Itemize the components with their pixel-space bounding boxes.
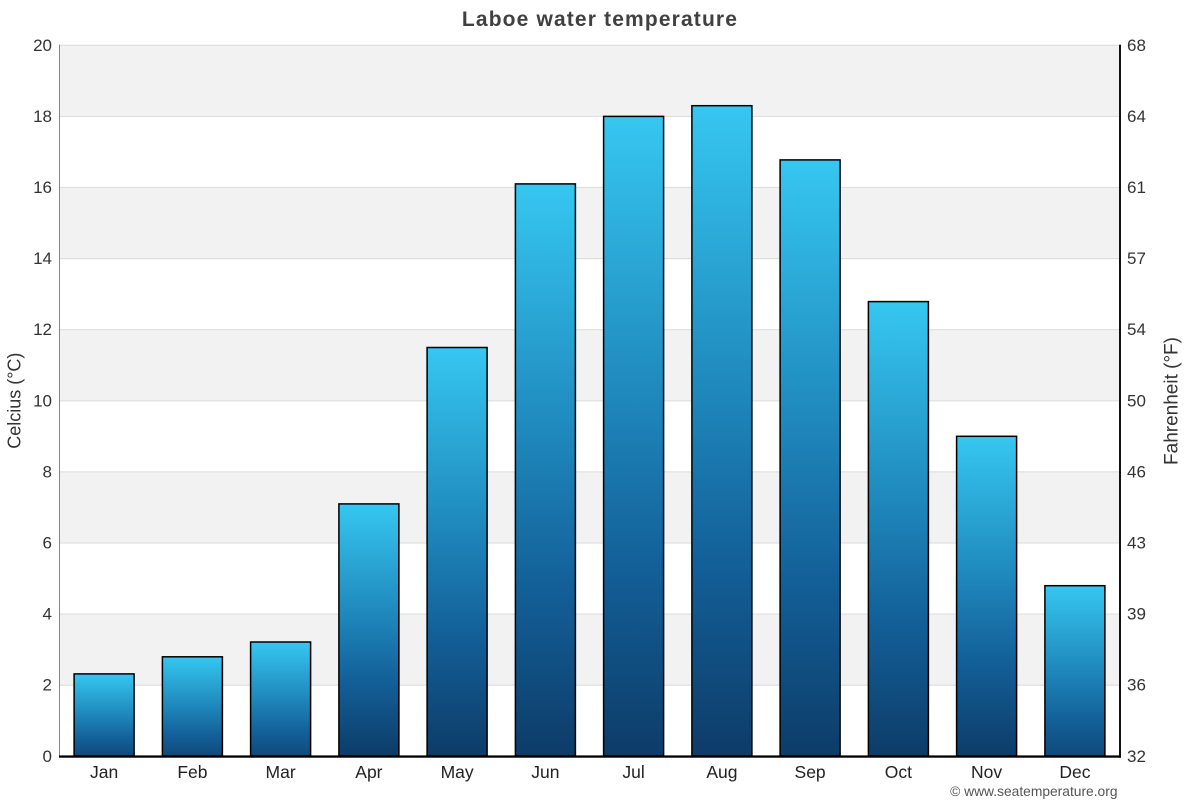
svg-text:Celcius (°C): Celcius (°C) xyxy=(5,353,25,449)
svg-text:Jan: Jan xyxy=(90,762,118,782)
svg-text:Oct: Oct xyxy=(885,762,912,782)
svg-text:8: 8 xyxy=(43,462,52,481)
svg-text:Aug: Aug xyxy=(706,762,737,782)
svg-text:Laboe water temperature: Laboe water temperature xyxy=(462,8,738,31)
svg-text:4: 4 xyxy=(43,605,52,624)
svg-text:Mar: Mar xyxy=(266,762,296,782)
svg-text:20: 20 xyxy=(33,36,52,55)
svg-text:Fahrenheit (°F): Fahrenheit (°F) xyxy=(1162,337,1183,465)
svg-text:54: 54 xyxy=(1127,320,1146,339)
svg-text:12: 12 xyxy=(33,320,52,339)
svg-text:14: 14 xyxy=(33,249,52,268)
svg-text:Jun: Jun xyxy=(531,762,559,782)
svg-text:61: 61 xyxy=(1127,178,1146,197)
svg-text:57: 57 xyxy=(1127,249,1146,268)
svg-text:Sep: Sep xyxy=(795,762,826,782)
svg-text:68: 68 xyxy=(1127,36,1146,55)
svg-text:Jul: Jul xyxy=(622,762,644,782)
svg-text:Dec: Dec xyxy=(1059,762,1090,782)
svg-text:43: 43 xyxy=(1127,534,1146,553)
svg-text:Nov: Nov xyxy=(971,762,1002,782)
svg-text:36: 36 xyxy=(1127,676,1146,695)
svg-text:32: 32 xyxy=(1127,747,1146,766)
svg-text:46: 46 xyxy=(1127,462,1146,481)
svg-text:16: 16 xyxy=(33,178,52,197)
svg-text:May: May xyxy=(441,762,474,782)
svg-text:6: 6 xyxy=(43,534,52,553)
svg-text:39: 39 xyxy=(1127,605,1146,624)
svg-text:10: 10 xyxy=(33,391,52,410)
svg-text:0: 0 xyxy=(43,747,52,766)
svg-text:© www.seatemperature.org: © www.seatemperature.org xyxy=(950,784,1117,799)
svg-text:18: 18 xyxy=(33,107,52,126)
svg-text:Feb: Feb xyxy=(177,762,207,782)
svg-text:Apr: Apr xyxy=(355,762,382,782)
svg-text:50: 50 xyxy=(1127,391,1146,410)
svg-text:64: 64 xyxy=(1127,107,1146,126)
svg-text:2: 2 xyxy=(43,676,52,695)
